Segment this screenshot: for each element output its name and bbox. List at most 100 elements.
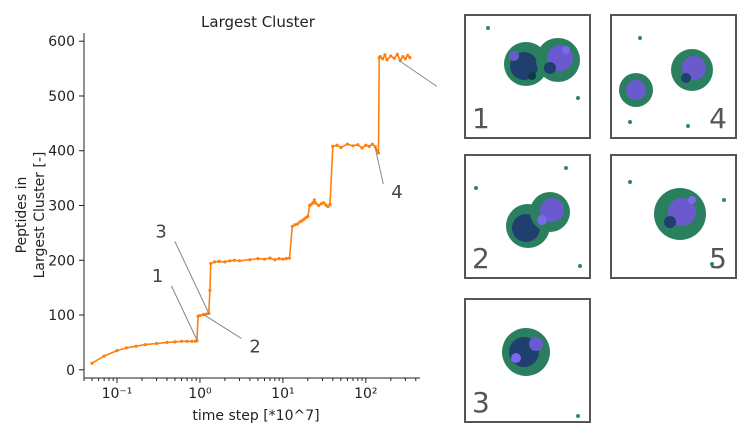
x-tick-label: 10¹ bbox=[271, 386, 294, 402]
x-tick-label: 10⁻¹ bbox=[102, 386, 133, 402]
data-point bbox=[281, 257, 285, 261]
data-point bbox=[290, 224, 294, 228]
data-point bbox=[335, 143, 339, 147]
data-point bbox=[115, 349, 119, 353]
data-point bbox=[408, 56, 412, 60]
data-point bbox=[401, 54, 405, 59]
chart-title: Largest Cluster bbox=[201, 13, 316, 31]
data-point bbox=[331, 144, 335, 148]
data-point bbox=[373, 145, 377, 149]
series-line bbox=[91, 52, 411, 364]
data-point bbox=[212, 260, 217, 264]
data-point bbox=[367, 144, 371, 148]
snapshot-label: 5 bbox=[709, 242, 727, 275]
data-point bbox=[165, 340, 169, 345]
data-point bbox=[351, 144, 355, 148]
y-tick-label: 600 bbox=[48, 34, 75, 50]
annotation-leader-line bbox=[170, 285, 198, 341]
cluster-snapshot-image bbox=[486, 26, 580, 100]
annotation-label: 3 bbox=[155, 221, 166, 242]
data-point bbox=[395, 52, 399, 56]
x-axis-label: time step [*10^7] bbox=[192, 408, 319, 424]
data-point bbox=[364, 143, 368, 147]
cluster-snapshot-image bbox=[502, 328, 580, 418]
cluster-snapshot-image bbox=[628, 180, 726, 266]
snapshot-label: 4 bbox=[709, 102, 727, 135]
annotation-leader-line bbox=[174, 241, 210, 314]
y-ticks: 0 100 200 300 400 500 600 bbox=[48, 34, 84, 379]
y-tick-label: 300 bbox=[48, 199, 75, 215]
data-point bbox=[228, 259, 232, 263]
data-point bbox=[403, 57, 407, 61]
y-tick-label: 100 bbox=[48, 308, 75, 324]
annotation-label: 4 bbox=[391, 182, 402, 203]
data-point bbox=[223, 260, 227, 264]
data-point bbox=[287, 256, 292, 260]
data-point bbox=[232, 258, 236, 262]
snapshot-label: 3 bbox=[472, 386, 490, 419]
snapshot-panel-1: 1 bbox=[464, 14, 591, 139]
data-point bbox=[237, 259, 242, 263]
annotation-leader-line bbox=[398, 59, 438, 87]
data-point bbox=[185, 339, 189, 343]
data-point bbox=[317, 203, 321, 208]
snapshot-panel-3: 3 bbox=[464, 298, 591, 423]
y-axis-label: Peptides in Largest Cluster [-] bbox=[14, 152, 48, 279]
data-point bbox=[268, 256, 272, 260]
data-point bbox=[312, 198, 317, 202]
data-point bbox=[217, 259, 221, 263]
snapshot-panel-2: 2 bbox=[464, 154, 591, 279]
data-point bbox=[154, 341, 159, 346]
y-tick-label: 200 bbox=[48, 253, 75, 269]
annotation-label: 1 bbox=[152, 266, 163, 287]
cluster-snapshot-image bbox=[619, 36, 713, 128]
data-point bbox=[173, 340, 177, 344]
data-point bbox=[339, 145, 343, 150]
x-tick-label: 10² bbox=[354, 386, 377, 402]
data-point bbox=[381, 57, 385, 61]
snapshot-label: 2 bbox=[472, 242, 490, 275]
data-point bbox=[198, 313, 202, 318]
cluster-snapshot-image bbox=[474, 166, 582, 268]
snapshot-label: 1 bbox=[472, 102, 490, 135]
data-point bbox=[378, 54, 383, 59]
data-point bbox=[370, 142, 374, 146]
data-point bbox=[293, 223, 297, 227]
data-point bbox=[134, 344, 138, 348]
y-tick-label: 500 bbox=[48, 89, 75, 105]
data-point bbox=[326, 204, 330, 209]
data-point bbox=[248, 258, 252, 262]
data-point bbox=[208, 288, 212, 292]
data-point bbox=[311, 201, 315, 205]
data-point bbox=[102, 354, 106, 358]
data-point bbox=[124, 346, 129, 350]
annotation-leader-line bbox=[374, 147, 384, 185]
data-point bbox=[328, 202, 332, 207]
data-point bbox=[383, 53, 387, 57]
data-point bbox=[376, 151, 381, 155]
data-point bbox=[209, 261, 213, 266]
y-tick-label: 0 bbox=[66, 363, 75, 379]
data-point bbox=[392, 56, 396, 60]
data-point bbox=[319, 202, 323, 206]
data-point bbox=[385, 58, 389, 62]
data-point bbox=[90, 361, 94, 365]
data-point bbox=[314, 201, 318, 205]
data-point bbox=[179, 339, 184, 343]
data-point bbox=[256, 257, 260, 261]
data-point bbox=[406, 53, 410, 58]
data-point bbox=[356, 143, 360, 147]
data-point bbox=[345, 142, 350, 146]
x-ticks: 10⁻¹ 10⁰ 10¹ 10² bbox=[83, 378, 417, 402]
x-tick-label: 10⁰ bbox=[188, 386, 212, 402]
snapshot-panel-4: 4 bbox=[610, 14, 737, 139]
data-point bbox=[143, 342, 148, 347]
data-point bbox=[322, 201, 326, 205]
data-point bbox=[360, 146, 364, 150]
annotation-label: 2 bbox=[249, 336, 260, 357]
data-point bbox=[273, 258, 277, 262]
data-point bbox=[190, 339, 194, 343]
data-point bbox=[306, 214, 310, 219]
data-point bbox=[284, 257, 288, 261]
